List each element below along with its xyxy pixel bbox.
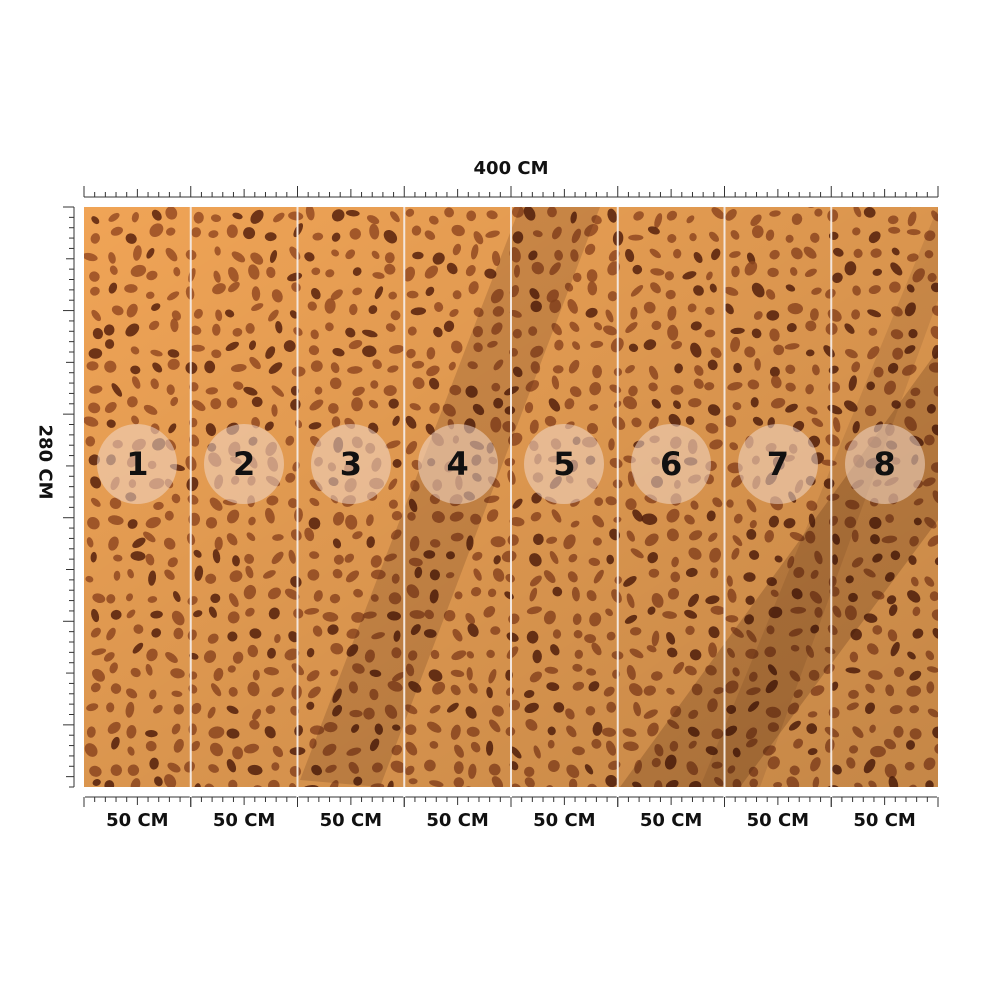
- total-width-label: 400 CM: [473, 158, 549, 179]
- total-height-label: 280 CM: [34, 424, 56, 500]
- panel-number-badge: 4: [417, 424, 498, 504]
- panel-width-label: 50 CM: [426, 810, 489, 831]
- panel-number-badge: 6: [631, 424, 712, 504]
- panel-width-label: 50 CM: [106, 810, 169, 831]
- panel-number-badge: 5: [524, 424, 605, 504]
- panel-number-badge: 8: [844, 424, 925, 504]
- panel-dividers: [189, 207, 833, 787]
- panel-width-label: 50 CM: [319, 810, 383, 831]
- panel-number-badge: 2: [204, 424, 285, 504]
- panel-width-label: 50 CM: [533, 810, 596, 831]
- panel-width-label: 50 CM: [746, 810, 810, 831]
- panel-number-badge: 1: [97, 424, 178, 504]
- rulers: [63, 186, 939, 807]
- panel-width-label: 50 CM: [853, 810, 916, 831]
- panel-number-badge: 7: [737, 424, 818, 504]
- panel-width-label: 50 CM: [212, 810, 276, 831]
- panel-width-label: 50 CM: [639, 810, 703, 831]
- panel-number-badge: 3: [310, 424, 391, 504]
